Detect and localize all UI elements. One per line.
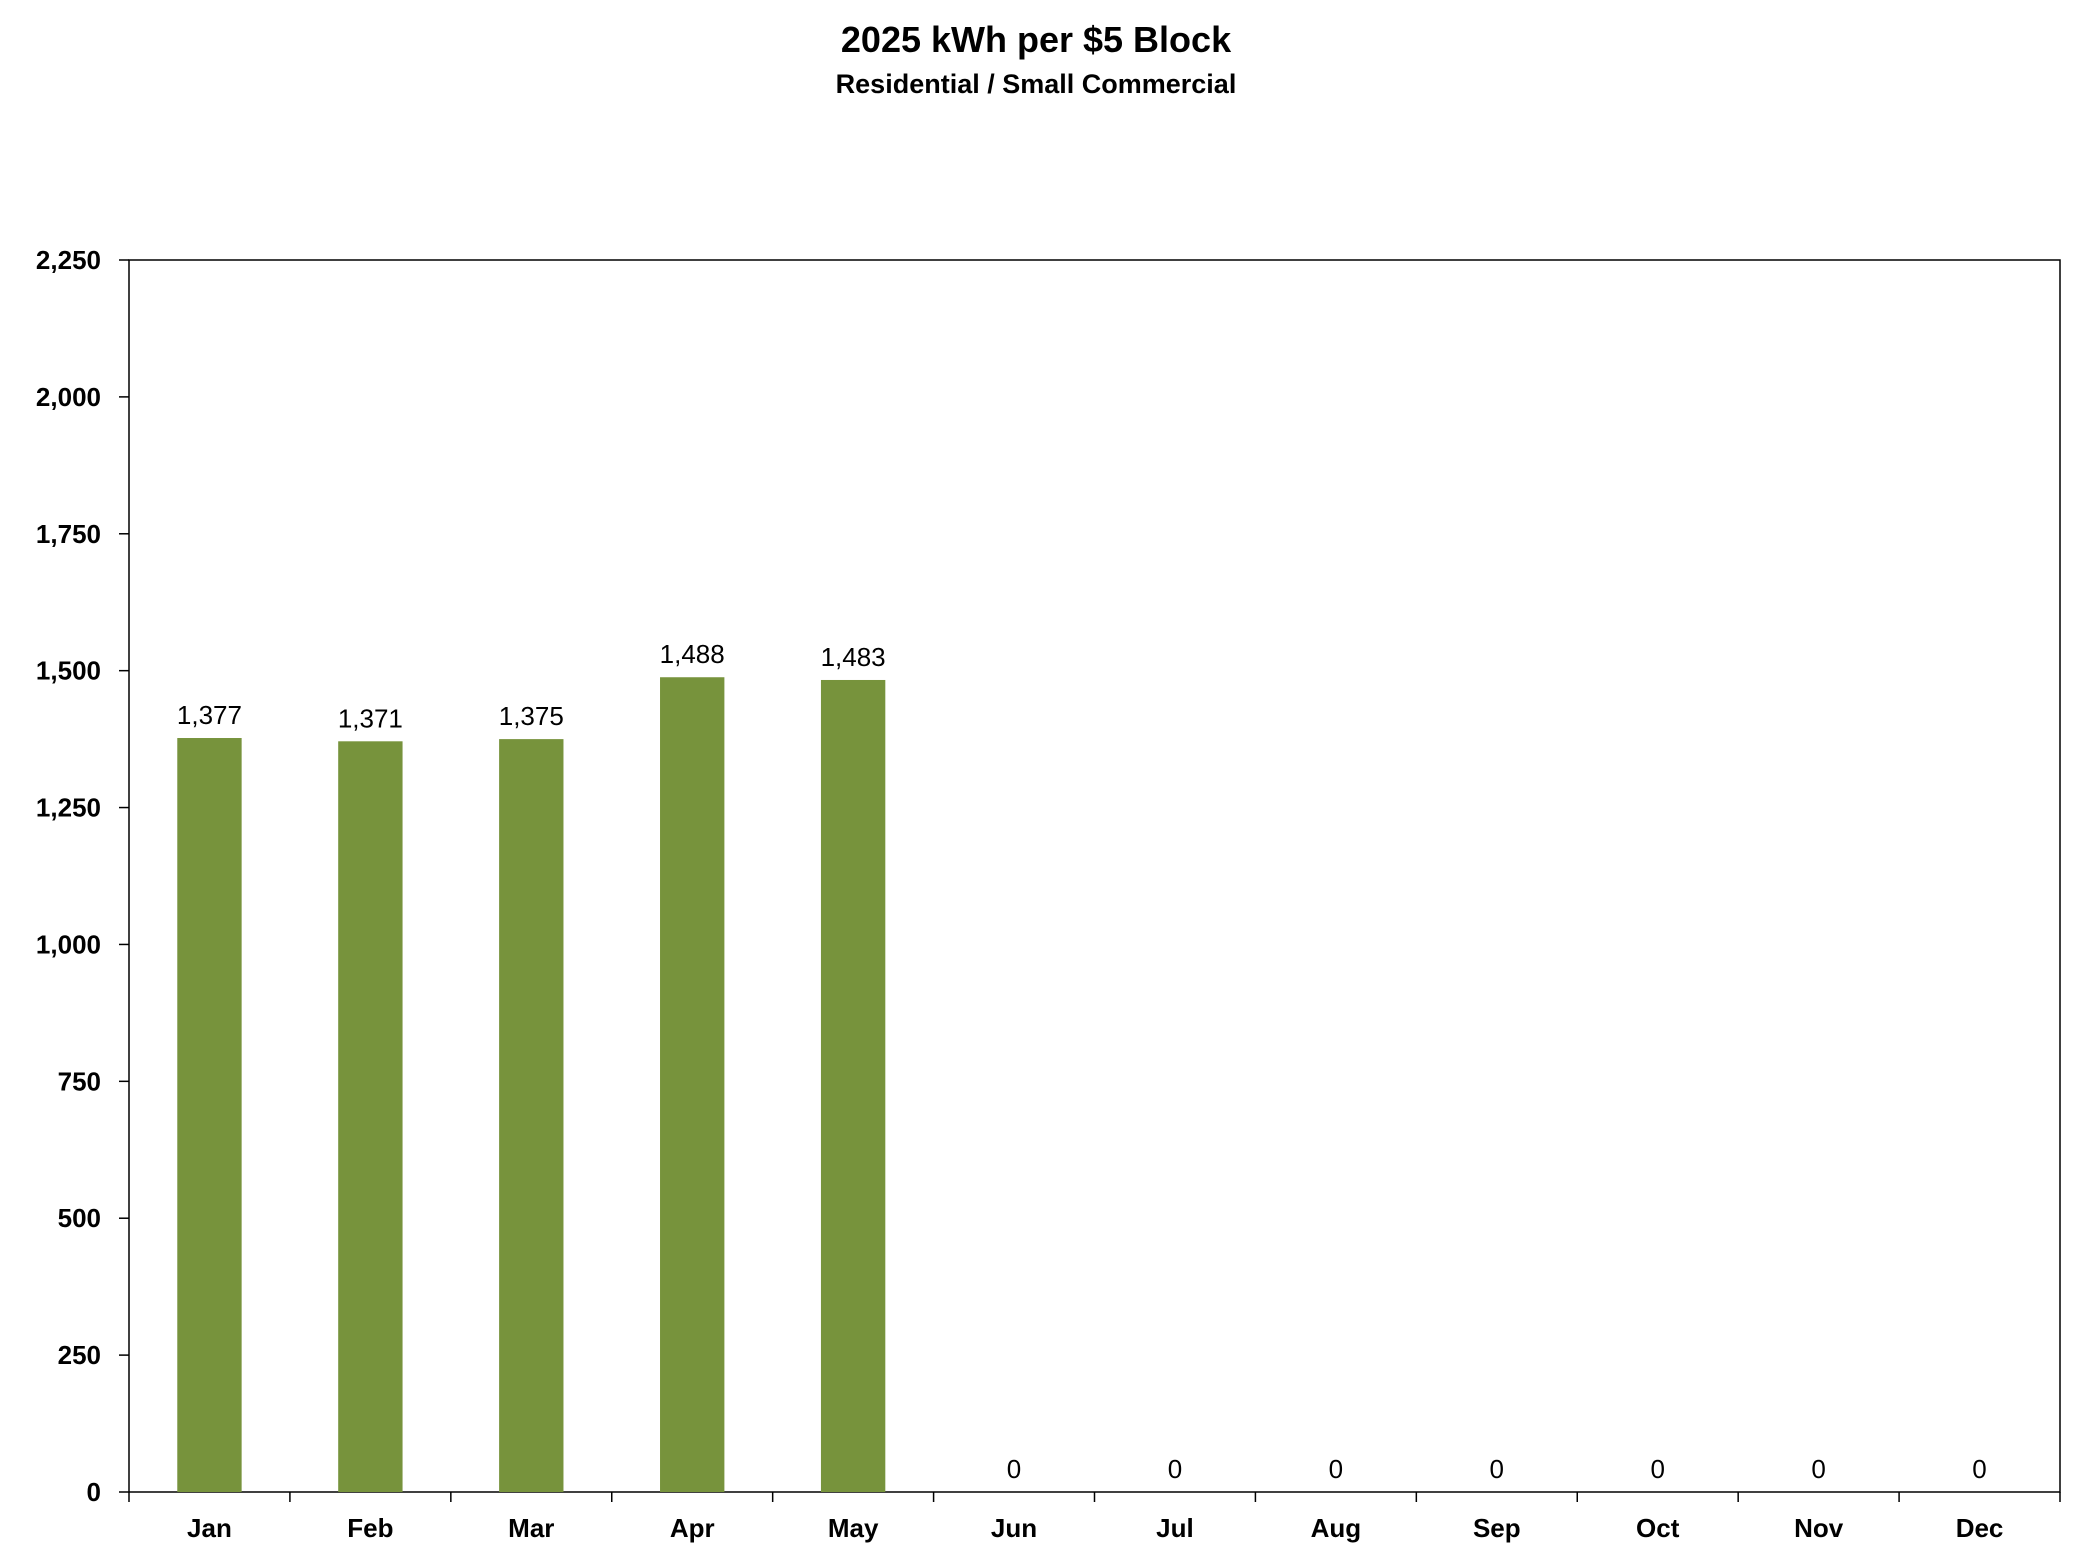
x-axis: Jan Feb Mar Apr May Jun Jul Aug Sep Oct Nov Dec — [128, 1492, 2061, 1543]
x-tick-label: Jun — [991, 1513, 1037, 1543]
x-tick-label: Nov — [1794, 1513, 1844, 1543]
x-tick-label: Dec — [1956, 1513, 2004, 1543]
x-tick-label: Mar — [508, 1513, 554, 1543]
data-label: 0 — [1811, 1454, 1825, 1484]
data-label: 0 — [1007, 1454, 1021, 1484]
bar — [499, 739, 564, 1492]
bar-series — [177, 677, 886, 1492]
x-tick-label: Jan — [187, 1513, 232, 1543]
y-tick-label: 2,250 — [36, 245, 101, 275]
y-tick-label: 250 — [58, 1340, 101, 1370]
chart-title: 2025 kWh per $5 Block — [841, 19, 1232, 60]
x-tick-label: May — [828, 1513, 879, 1543]
data-label: 1,371 — [338, 703, 403, 733]
y-tick-label: 2,000 — [36, 382, 101, 412]
bar — [177, 738, 242, 1492]
x-tick-label: Apr — [670, 1513, 715, 1543]
data-label: 1,377 — [177, 700, 242, 730]
data-label: 1,488 — [660, 639, 725, 669]
data-label: 0 — [1972, 1454, 1986, 1484]
y-tick-label: 750 — [58, 1066, 101, 1096]
data-label: 1,483 — [821, 642, 886, 672]
y-tick-label: 1,000 — [36, 929, 101, 959]
x-tick-label: Aug — [1311, 1513, 1362, 1543]
x-tick-label: Feb — [347, 1513, 393, 1543]
y-tick-label: 1,500 — [36, 656, 101, 686]
x-tick-label: Sep — [1473, 1513, 1521, 1543]
x-tick-label: Jul — [1156, 1513, 1194, 1543]
y-axis: 0 250 500 750 1,000 1,250 1,500 1,750 2,000 2,250 — [36, 245, 129, 1507]
data-label: 1,375 — [499, 701, 564, 731]
y-tick-label: 0 — [87, 1477, 101, 1507]
data-label: 0 — [1650, 1454, 1664, 1484]
x-tick-label: Oct — [1636, 1513, 1680, 1543]
bar — [660, 677, 725, 1492]
bar — [338, 741, 403, 1492]
data-label: 0 — [1168, 1454, 1182, 1484]
y-tick-label: 500 — [58, 1203, 101, 1233]
chart-subtitle: Residential / Small Commercial — [836, 69, 1237, 99]
data-label: 0 — [1329, 1454, 1343, 1484]
data-labels: 1,377 1,371 1,375 1,488 1,483 0 0 0 0 0 0 0 — [177, 639, 1987, 1484]
y-tick-label: 1,750 — [36, 519, 101, 549]
y-tick-label: 1,250 — [36, 793, 101, 823]
plot-area-frame — [128, 259, 2061, 1493]
bar — [820, 679, 886, 1492]
data-label: 0 — [1490, 1454, 1504, 1484]
